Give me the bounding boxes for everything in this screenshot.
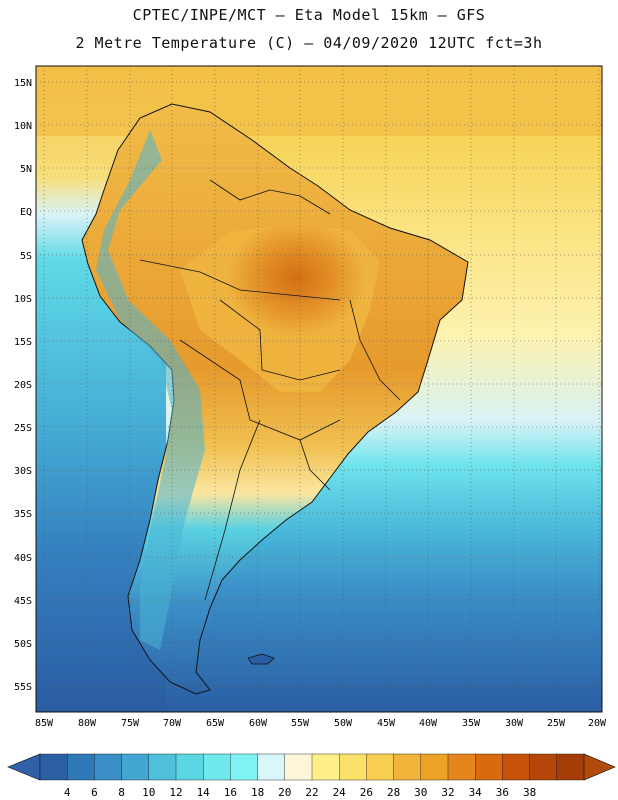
lon-label: 50W: [334, 718, 353, 729]
caribbean-warm-band: [36, 66, 602, 136]
colorbar-tick-label: 12: [169, 786, 182, 799]
colorbar-tick-label: 8: [118, 786, 125, 799]
falkland-islands: [247, 653, 275, 665]
colorbar-tick-label: 6: [91, 786, 98, 799]
colorbar-tick-label: 34: [469, 786, 483, 799]
colorbar-swatch: [475, 753, 504, 781]
lon-label: 85W: [35, 718, 54, 729]
lon-label: 75W: [121, 718, 140, 729]
lon-label: 80W: [78, 718, 97, 729]
lon-label: 25W: [547, 718, 566, 729]
colorbar-tick-label: 18: [251, 786, 264, 799]
colorbar-swatch: [94, 753, 123, 781]
colorbar-swatch: [529, 753, 558, 781]
map-title: CPTEC/INPE/MCT – Eta Model 15km – GFS: [132, 6, 486, 24]
colorbar-swatch: [284, 753, 313, 781]
colorbar-tick-label: 20: [278, 786, 291, 799]
longitude-axis: 85W 80W 75W 70W 65W 60W 55W 50W 45W 40W …: [35, 718, 607, 729]
lat-label: 5N: [20, 164, 32, 175]
colorbar-under-arrow: [7, 753, 41, 781]
andes-cold-zone: [96, 130, 205, 650]
country-borders: [139, 179, 401, 601]
lon-label: 65W: [206, 718, 225, 729]
map-subtitle: 2 Metre Temperature (C) – 04/09/2020 12U…: [75, 34, 543, 52]
lat-label: 35S: [14, 509, 32, 520]
colorbar-swatch: [311, 753, 340, 781]
colorbar-swatch: [257, 753, 286, 781]
colorbar-swatch: [556, 753, 585, 781]
colorbar-tick-label: 28: [387, 786, 400, 799]
colorbar-tick-label: 26: [360, 786, 373, 799]
colorbar-swatches: [39, 753, 585, 781]
latitude-axis: 15N 10N 5N EQ 5S 10S 15S 20S 25S 30S 35S…: [14, 78, 32, 693]
colorbar-tick-label: 22: [305, 786, 318, 799]
lat-label: EQ: [20, 207, 32, 218]
colorbar-swatch: [393, 753, 422, 781]
lon-label: 40W: [419, 718, 438, 729]
lat-label: 15N: [14, 78, 32, 89]
lat-label: 15S: [14, 337, 32, 348]
colorbar-swatch: [366, 753, 395, 781]
colorbar-tick-label: 38: [523, 786, 536, 799]
lat-label: 10S: [14, 294, 32, 305]
colorbar-swatch: [39, 753, 68, 781]
colorbar-swatch: [230, 753, 259, 781]
lat-label: 30S: [14, 466, 32, 477]
colorbar-tick-label: 16: [224, 786, 237, 799]
lon-label: 60W: [249, 718, 268, 729]
colorbar-swatch: [339, 753, 368, 781]
lat-label: 10N: [14, 121, 32, 132]
colorbar-swatch: [121, 753, 150, 781]
lon-label: 35W: [462, 718, 481, 729]
colorbar-tick-label: 32: [441, 786, 454, 799]
lat-label: 40S: [14, 553, 32, 564]
lat-label: 50S: [14, 639, 32, 650]
colorbar-tick-label: 30: [414, 786, 427, 799]
lat-label: 20S: [14, 380, 32, 391]
colorbar-swatch: [502, 753, 531, 781]
colorbar-swatch: [66, 753, 96, 781]
lat-label: 5S: [20, 251, 32, 262]
colorbar-tick-label: 10: [142, 786, 155, 799]
map-area: [36, 66, 602, 712]
lon-label: 30W: [505, 718, 524, 729]
lat-label: 25S: [14, 423, 32, 434]
hot-interior-zone: [180, 224, 380, 392]
colorbar-swatch: [148, 753, 177, 781]
lon-label: 45W: [377, 718, 396, 729]
colorbar: 4 6 8 10 12 14 16 18 20 22 24 26 28 30 32 34 36 38: [7, 753, 616, 799]
colorbar-swatch: [175, 753, 204, 781]
lon-label: 55W: [291, 718, 310, 729]
colorbar-tick-label: 14: [197, 786, 211, 799]
colorbar-over-arrow: [583, 753, 616, 781]
colorbar-tick-label: 24: [333, 786, 347, 799]
colorbar-swatch: [447, 753, 476, 781]
map-frame: [35, 65, 603, 713]
colorbar-swatch: [202, 753, 232, 781]
lon-label: 20W: [588, 718, 607, 729]
lon-label: 70W: [163, 718, 182, 729]
colorbar-ticks: 4 6 8 10 12 14 16 18 20 22 24 26 28 30 32 34 36 38: [64, 786, 536, 799]
colorbar-tick-label: 4: [64, 786, 71, 799]
lat-label: 45S: [14, 596, 32, 607]
colorbar-swatch: [420, 753, 449, 781]
lat-label: 55S: [14, 682, 32, 693]
colorbar-tick-label: 36: [496, 786, 509, 799]
